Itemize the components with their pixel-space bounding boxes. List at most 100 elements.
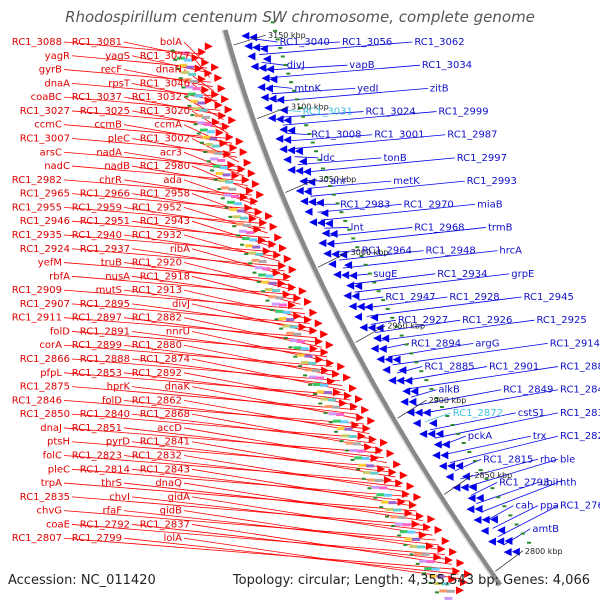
left-gene-arrow bbox=[278, 244, 287, 253]
feature-category-block bbox=[275, 296, 284, 300]
left-gene-label: RC1_2807 bbox=[12, 533, 62, 544]
position-leader bbox=[355, 325, 386, 343]
right-gene-label: cah bbox=[515, 501, 533, 512]
right-gene-arrow bbox=[287, 126, 296, 135]
left-gene-label: RC1_2965 bbox=[20, 189, 70, 200]
left-gene-label: ptsH bbox=[47, 437, 70, 448]
right-gene-label: RC1_2925 bbox=[536, 315, 586, 326]
right-connector bbox=[350, 273, 436, 285]
right-gene-label: RC1_2815 bbox=[483, 454, 533, 465]
right-connector bbox=[370, 319, 396, 325]
left-gene-label: trpA bbox=[41, 478, 62, 489]
right-gene-arrow bbox=[373, 334, 382, 343]
left-gene-label: lolA bbox=[163, 533, 182, 544]
right-gene-arrow bbox=[316, 218, 325, 227]
left-gene-arrow bbox=[332, 388, 341, 397]
right-connector bbox=[297, 157, 382, 166]
right-connector bbox=[486, 505, 514, 521]
right-gene-arrow bbox=[504, 536, 513, 545]
left-connector bbox=[63, 41, 203, 55]
feature-category-block bbox=[431, 567, 440, 571]
left-gene-arrow bbox=[214, 73, 223, 82]
feature-category-block bbox=[374, 479, 383, 483]
right-gene-label: RC1_2987 bbox=[447, 130, 497, 141]
right-connector bbox=[307, 180, 392, 189]
right-gene-arrow bbox=[396, 376, 405, 385]
left-gene-arrow bbox=[380, 438, 389, 447]
position-label: 2800 kbp bbox=[525, 547, 563, 556]
right-gene-arrow bbox=[283, 155, 292, 164]
left-gene-arrow bbox=[191, 53, 200, 62]
position-label: 2900 kbp bbox=[429, 396, 467, 405]
right-gene-arrow bbox=[283, 116, 292, 125]
right-gene-arrow bbox=[244, 42, 253, 51]
feature-category-block bbox=[190, 80, 199, 84]
left-gene-arrow bbox=[293, 294, 302, 303]
right-gene-arrow bbox=[266, 65, 275, 74]
left-connector bbox=[71, 275, 296, 296]
right-connector bbox=[342, 250, 498, 269]
feature-category-block bbox=[434, 582, 443, 586]
summary-text: Topology: circular; Length: 4,355,543 bp… bbox=[232, 573, 590, 588]
right-gene-label: RC1_2883 bbox=[560, 362, 600, 373]
left-gene-arrow bbox=[283, 254, 292, 263]
left-connector bbox=[63, 151, 241, 168]
right-gene-label: RC1_2968 bbox=[414, 222, 464, 233]
feature-category-block bbox=[242, 223, 251, 227]
left-gene-arrow bbox=[298, 322, 307, 331]
feature-category-block bbox=[183, 78, 192, 82]
left-connector bbox=[191, 468, 414, 507]
left-gene-label: RC1_2814 bbox=[80, 464, 130, 475]
feature-category-block bbox=[412, 537, 421, 541]
left-gene-label: RC1_3037 bbox=[72, 92, 122, 103]
left-gene-arrow bbox=[395, 479, 404, 488]
right-connector bbox=[266, 64, 420, 79]
right-gene-label: RC1_2970 bbox=[404, 199, 454, 210]
left-gene-label: RC1_2874 bbox=[140, 354, 190, 365]
feature-category-block bbox=[358, 463, 367, 467]
feature-category-block bbox=[436, 574, 445, 578]
feature-category-block bbox=[192, 106, 201, 110]
left-gene-label: RC1_2846 bbox=[12, 395, 62, 406]
right-gene-arrow bbox=[331, 250, 340, 259]
left-gene-label: bolA bbox=[160, 37, 182, 48]
left-gene-label: yagS bbox=[105, 51, 130, 62]
right-gene-arrow bbox=[279, 145, 288, 154]
left-gene-arrow bbox=[315, 355, 324, 364]
right-gene-arrow bbox=[333, 270, 342, 279]
right-gene-label: hrcA bbox=[499, 246, 522, 257]
left-gene-label: coaE bbox=[46, 519, 70, 530]
right-gene-arrow bbox=[261, 74, 270, 83]
right-gene-arrow bbox=[268, 94, 277, 103]
right-gene-arrow bbox=[264, 103, 273, 112]
feature-category-block bbox=[219, 166, 228, 170]
left-gene-label: RC1_2952 bbox=[132, 202, 182, 213]
right-gene-label: mtnK bbox=[294, 83, 321, 94]
right-connector bbox=[304, 180, 328, 182]
left-gene-arrow bbox=[343, 373, 352, 382]
left-gene-arrow bbox=[321, 366, 330, 375]
feature-category-block bbox=[395, 522, 404, 526]
left-gene-label: yefM bbox=[38, 258, 62, 269]
feature-category-block bbox=[199, 128, 208, 132]
left-gene-label: thrS bbox=[101, 478, 122, 489]
left-gene-label: RC1_2868 bbox=[140, 409, 190, 420]
feature-category-block bbox=[187, 92, 196, 96]
feature-category-block bbox=[354, 456, 363, 460]
left-connector bbox=[63, 537, 456, 570]
left-gene-label: dnaJ bbox=[40, 423, 62, 434]
right-gene-label: zitB bbox=[430, 83, 449, 94]
position-leader bbox=[495, 550, 524, 572]
feature-category-block bbox=[214, 151, 223, 155]
right-connector bbox=[366, 296, 522, 317]
right-gene-arrow bbox=[404, 376, 413, 385]
left-connector bbox=[71, 303, 310, 324]
right-gene-label: RC1_3040 bbox=[280, 37, 330, 48]
right-connector bbox=[327, 227, 413, 237]
left-gene-arrow bbox=[278, 261, 287, 270]
left-gene-label: RC1_2937 bbox=[80, 244, 130, 255]
feature-category-block bbox=[183, 58, 192, 62]
right-gene-label: metK bbox=[393, 176, 420, 187]
left-gene-label: RC1_2959 bbox=[72, 202, 122, 213]
left-gene-arrow bbox=[225, 133, 234, 142]
